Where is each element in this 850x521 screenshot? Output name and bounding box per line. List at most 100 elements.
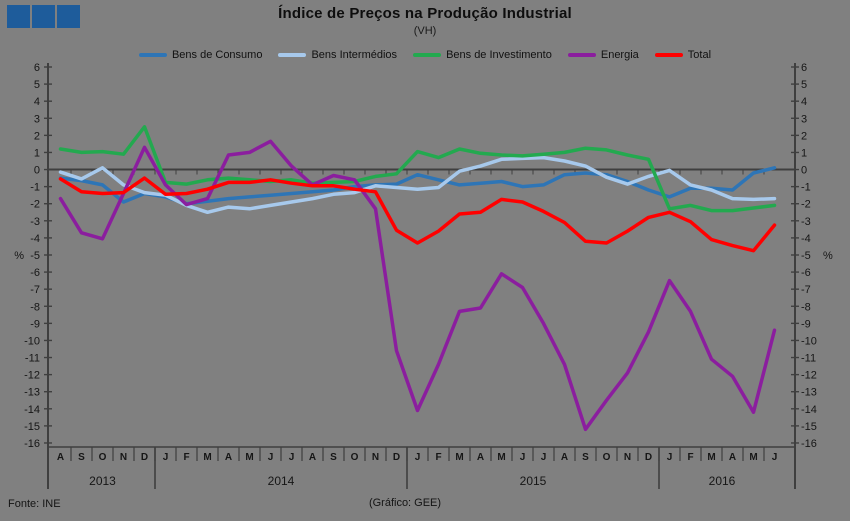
source-label: Fonte: INE	[8, 498, 61, 510]
y-tick-label-left: -14	[24, 404, 40, 416]
y-tick-label-left: -13	[24, 387, 40, 399]
y-tick-label-right: -8	[801, 301, 811, 313]
logo-square	[7, 5, 30, 28]
year-label: 2014	[268, 474, 295, 488]
legend-swatch-bens-de-investimento	[413, 53, 442, 57]
x-tick-label: S	[330, 452, 337, 463]
y-tick-label-right: 5	[801, 79, 807, 91]
x-tick-label: F	[687, 452, 693, 463]
chart-title: Índice de Preços na Produção Industrial	[278, 5, 572, 22]
x-tick-label: J	[520, 452, 526, 463]
y-tick-label-right: -12	[801, 370, 817, 382]
y-tick-label-left: -6	[30, 267, 40, 279]
y-tick-label-left: 2	[34, 130, 40, 142]
y-tick-label-left: -10	[24, 335, 40, 347]
y-tick-label-left: -7	[30, 284, 40, 296]
x-tick-label: M	[203, 452, 211, 463]
y-tick-label-right: -2	[801, 199, 811, 211]
y-tick-label-left: -11	[25, 353, 40, 365]
y-tick-label-left: 0	[34, 165, 40, 177]
x-tick-label: A	[561, 452, 568, 463]
y-tick-label-right: -15	[801, 421, 817, 433]
legend-item-bens-de-consumo: Bens de Consumo	[138, 49, 263, 61]
x-tick-label: N	[372, 452, 379, 463]
y-tick-label-right: 3	[801, 113, 807, 125]
y-tick-label-right: -7	[801, 284, 811, 296]
x-tick-label: F	[183, 452, 189, 463]
legend-label: Bens de Investimento	[446, 49, 552, 61]
y-tick-label-right: -10	[801, 335, 817, 347]
y-tick-label-left: 3	[34, 113, 40, 125]
x-tick-label: A	[57, 452, 64, 463]
x-tick-label: D	[141, 452, 148, 463]
y-tick-label-left: 4	[34, 96, 40, 108]
y-tick-label-left: -9	[30, 318, 40, 330]
legend: Bens de Consumo Bens Intermédios Bens de I…	[0, 49, 850, 61]
logo	[7, 5, 80, 28]
y-tick-label-right: -4	[801, 233, 811, 245]
logo-square	[32, 5, 55, 28]
x-tick-label: D	[645, 452, 652, 463]
legend-label: Total	[687, 49, 712, 61]
y-tick-label-left: -15	[24, 421, 40, 433]
y-tick-label-left: -4	[30, 233, 40, 245]
legend-swatch-total	[654, 53, 683, 57]
y-tick-label-right: 6	[801, 62, 807, 74]
y-axis-unit-right: %	[823, 250, 833, 262]
y-tick-label-left: -12	[24, 370, 40, 382]
x-tick-label: N	[624, 452, 631, 463]
year-label: 2013	[89, 474, 116, 488]
y-tick-label-right: -14	[801, 404, 817, 416]
x-tick-label: O	[603, 452, 611, 463]
x-tick-label: N	[120, 452, 127, 463]
y-tick-label-left: -16	[24, 438, 40, 450]
x-tick-label: J	[289, 452, 295, 463]
y-tick-label-left: -5	[30, 250, 40, 262]
x-tick-label: M	[455, 452, 463, 463]
y-tick-label-right: -13	[801, 387, 817, 399]
y-tick-label-left: 1	[34, 147, 40, 159]
legend-swatch-bens-de-consumo	[138, 53, 167, 57]
y-tick-label-right: -5	[801, 250, 811, 262]
series-line-total	[58, 176, 777, 253]
chart-subtitle: (VH)	[413, 25, 437, 37]
y-tick-label-right: -6	[801, 267, 811, 279]
legend-item-bens-de-investimento: Bens de Investimento	[413, 49, 552, 61]
x-tick-label: M	[707, 452, 715, 463]
x-tick-label: J	[163, 452, 169, 463]
legend-swatch-bens-intermedios	[278, 53, 307, 57]
y-tick-label-right: 4	[801, 96, 807, 108]
year-label: 2016	[709, 474, 736, 488]
x-tick-label: M	[749, 452, 757, 463]
x-tick-label: A	[225, 452, 232, 463]
y-tick-label-left: 5	[34, 79, 40, 91]
x-tick-label: A	[309, 452, 316, 463]
x-tick-label: D	[393, 452, 400, 463]
x-tick-label: J	[415, 452, 421, 463]
legend-item-bens-intermedios: Bens Intermédios	[278, 49, 397, 61]
y-tick-label-right: 1	[801, 147, 807, 159]
x-tick-label: J	[268, 452, 274, 463]
x-tick-label: O	[351, 452, 359, 463]
y-tick-label-left: -8	[30, 301, 40, 313]
y-tick-label-right: -1	[801, 182, 811, 194]
x-tick-label: J	[667, 452, 673, 463]
year-label: 2015	[520, 474, 547, 488]
y-tick-label-right: 2	[801, 130, 807, 142]
x-tick-label: J	[541, 452, 547, 463]
x-tick-label: O	[99, 452, 107, 463]
x-tick-label: S	[582, 452, 589, 463]
logo-square	[57, 5, 80, 28]
legend-label: Bens Intermédios	[311, 49, 398, 61]
x-tick-label: A	[477, 452, 484, 463]
legend-label: Bens de Consumo	[171, 49, 263, 61]
y-tick-label-right: -11	[801, 353, 816, 365]
y-tick-label-left: 6	[34, 62, 40, 74]
credit-label: (Gráfico: GEE)	[368, 497, 442, 509]
x-tick-label: M	[245, 452, 253, 463]
legend-swatch-energia	[567, 53, 596, 57]
y-tick-label-left: -1	[30, 182, 40, 194]
legend-item-energia: Energia	[567, 49, 639, 61]
y-axis-unit-left: %	[14, 250, 24, 262]
